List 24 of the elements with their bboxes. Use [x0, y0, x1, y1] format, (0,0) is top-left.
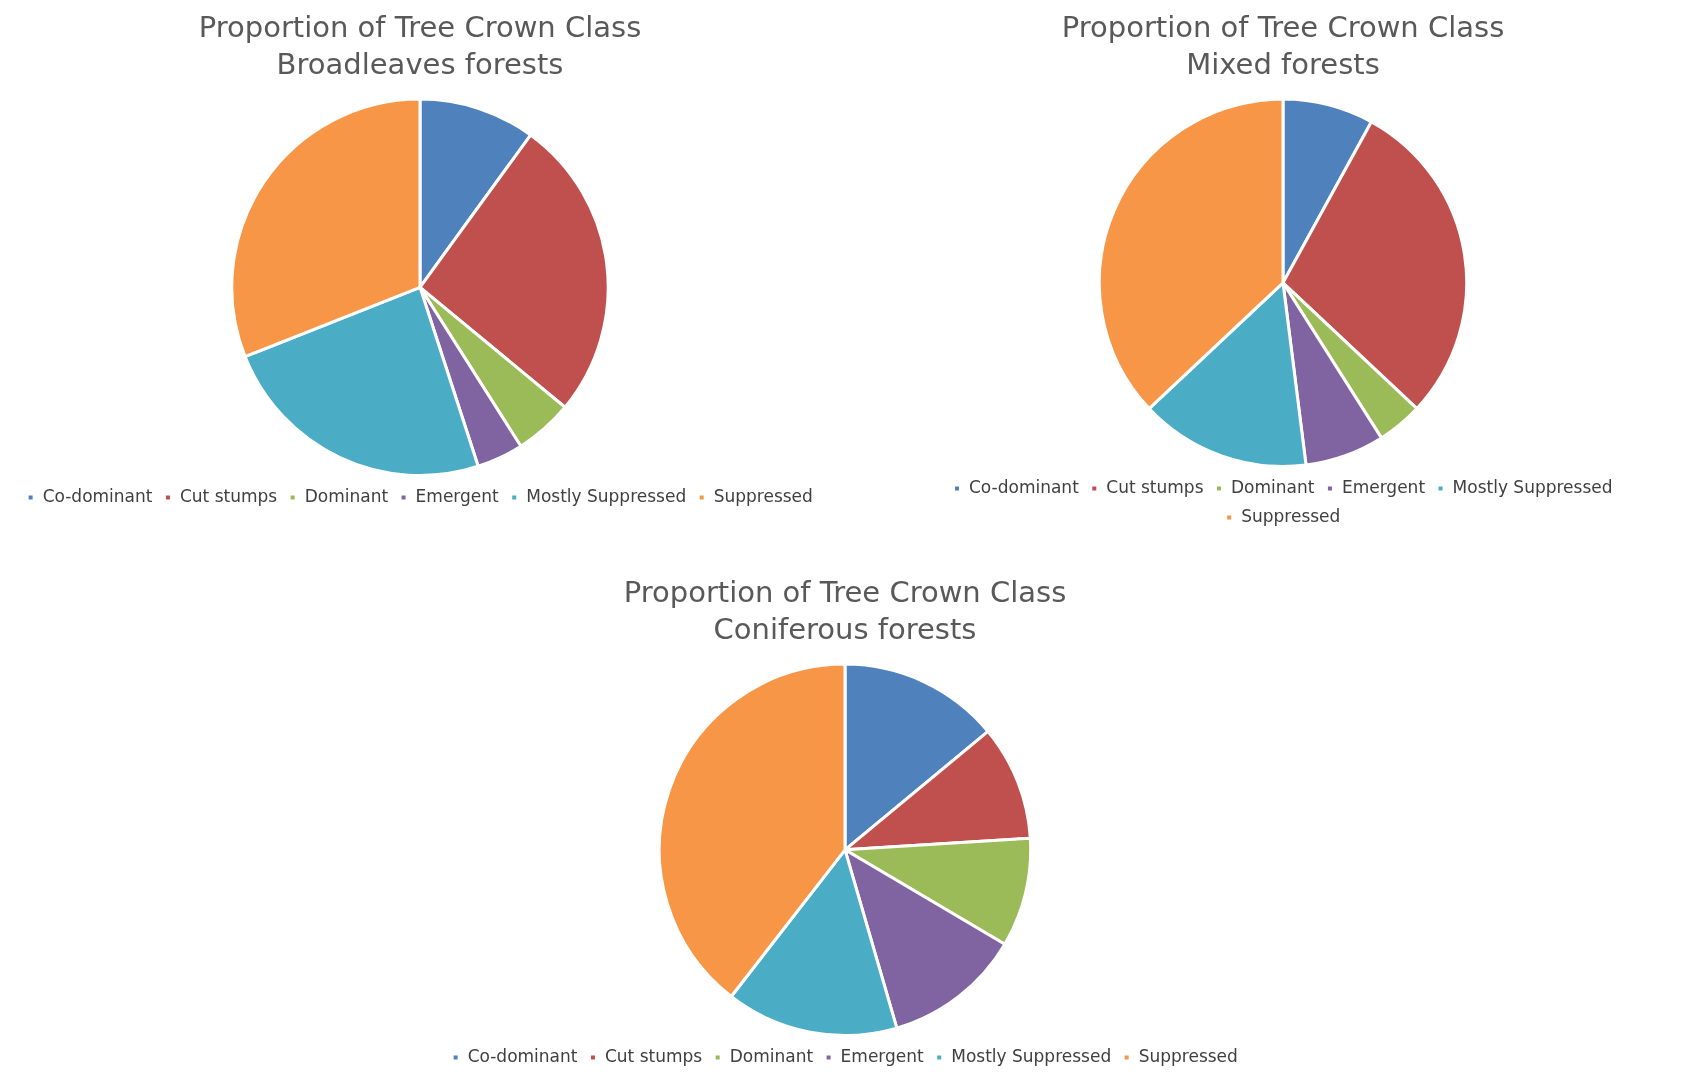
legend-label: Suppressed	[713, 485, 813, 506]
chart-subtitle: Coniferous forests	[713, 611, 977, 646]
legend-label: Co-dominant	[42, 485, 153, 506]
legend-label: Mostly Suppressed	[951, 1045, 1112, 1066]
legend-label: Mostly Suppressed	[1452, 476, 1613, 497]
legend-label: Emergent	[840, 1045, 925, 1066]
chart-subtitle: Broadleaves forests	[276, 46, 564, 81]
chart-subtitle: Mixed forests	[1186, 46, 1380, 81]
legend-label: Emergent	[1341, 476, 1426, 497]
chart-title: Proportion of Tree Crown Class	[1061, 9, 1505, 44]
legend-label: Co-dominant	[467, 1045, 578, 1066]
chart-title: Proportion of Tree Crown Class	[623, 574, 1067, 609]
legend-label: Mostly Suppressed	[526, 485, 687, 506]
legend-label: Co-dominant	[968, 476, 1080, 497]
legend-label: Dominant	[304, 485, 389, 506]
chart-title: Proportion of Tree Crown Class	[198, 9, 642, 44]
legend-label: Emergent	[415, 485, 500, 506]
legend-label: Suppressed	[1241, 505, 1341, 526]
legend-label: Dominant	[729, 1045, 814, 1066]
legend-label: Cut stumps	[604, 1045, 703, 1066]
legend-label: Suppressed	[1138, 1045, 1238, 1066]
legend-label: Cut stumps	[179, 485, 278, 506]
legend-label: Dominant	[1231, 476, 1315, 497]
legend-label: Cut stumps	[1106, 476, 1204, 497]
